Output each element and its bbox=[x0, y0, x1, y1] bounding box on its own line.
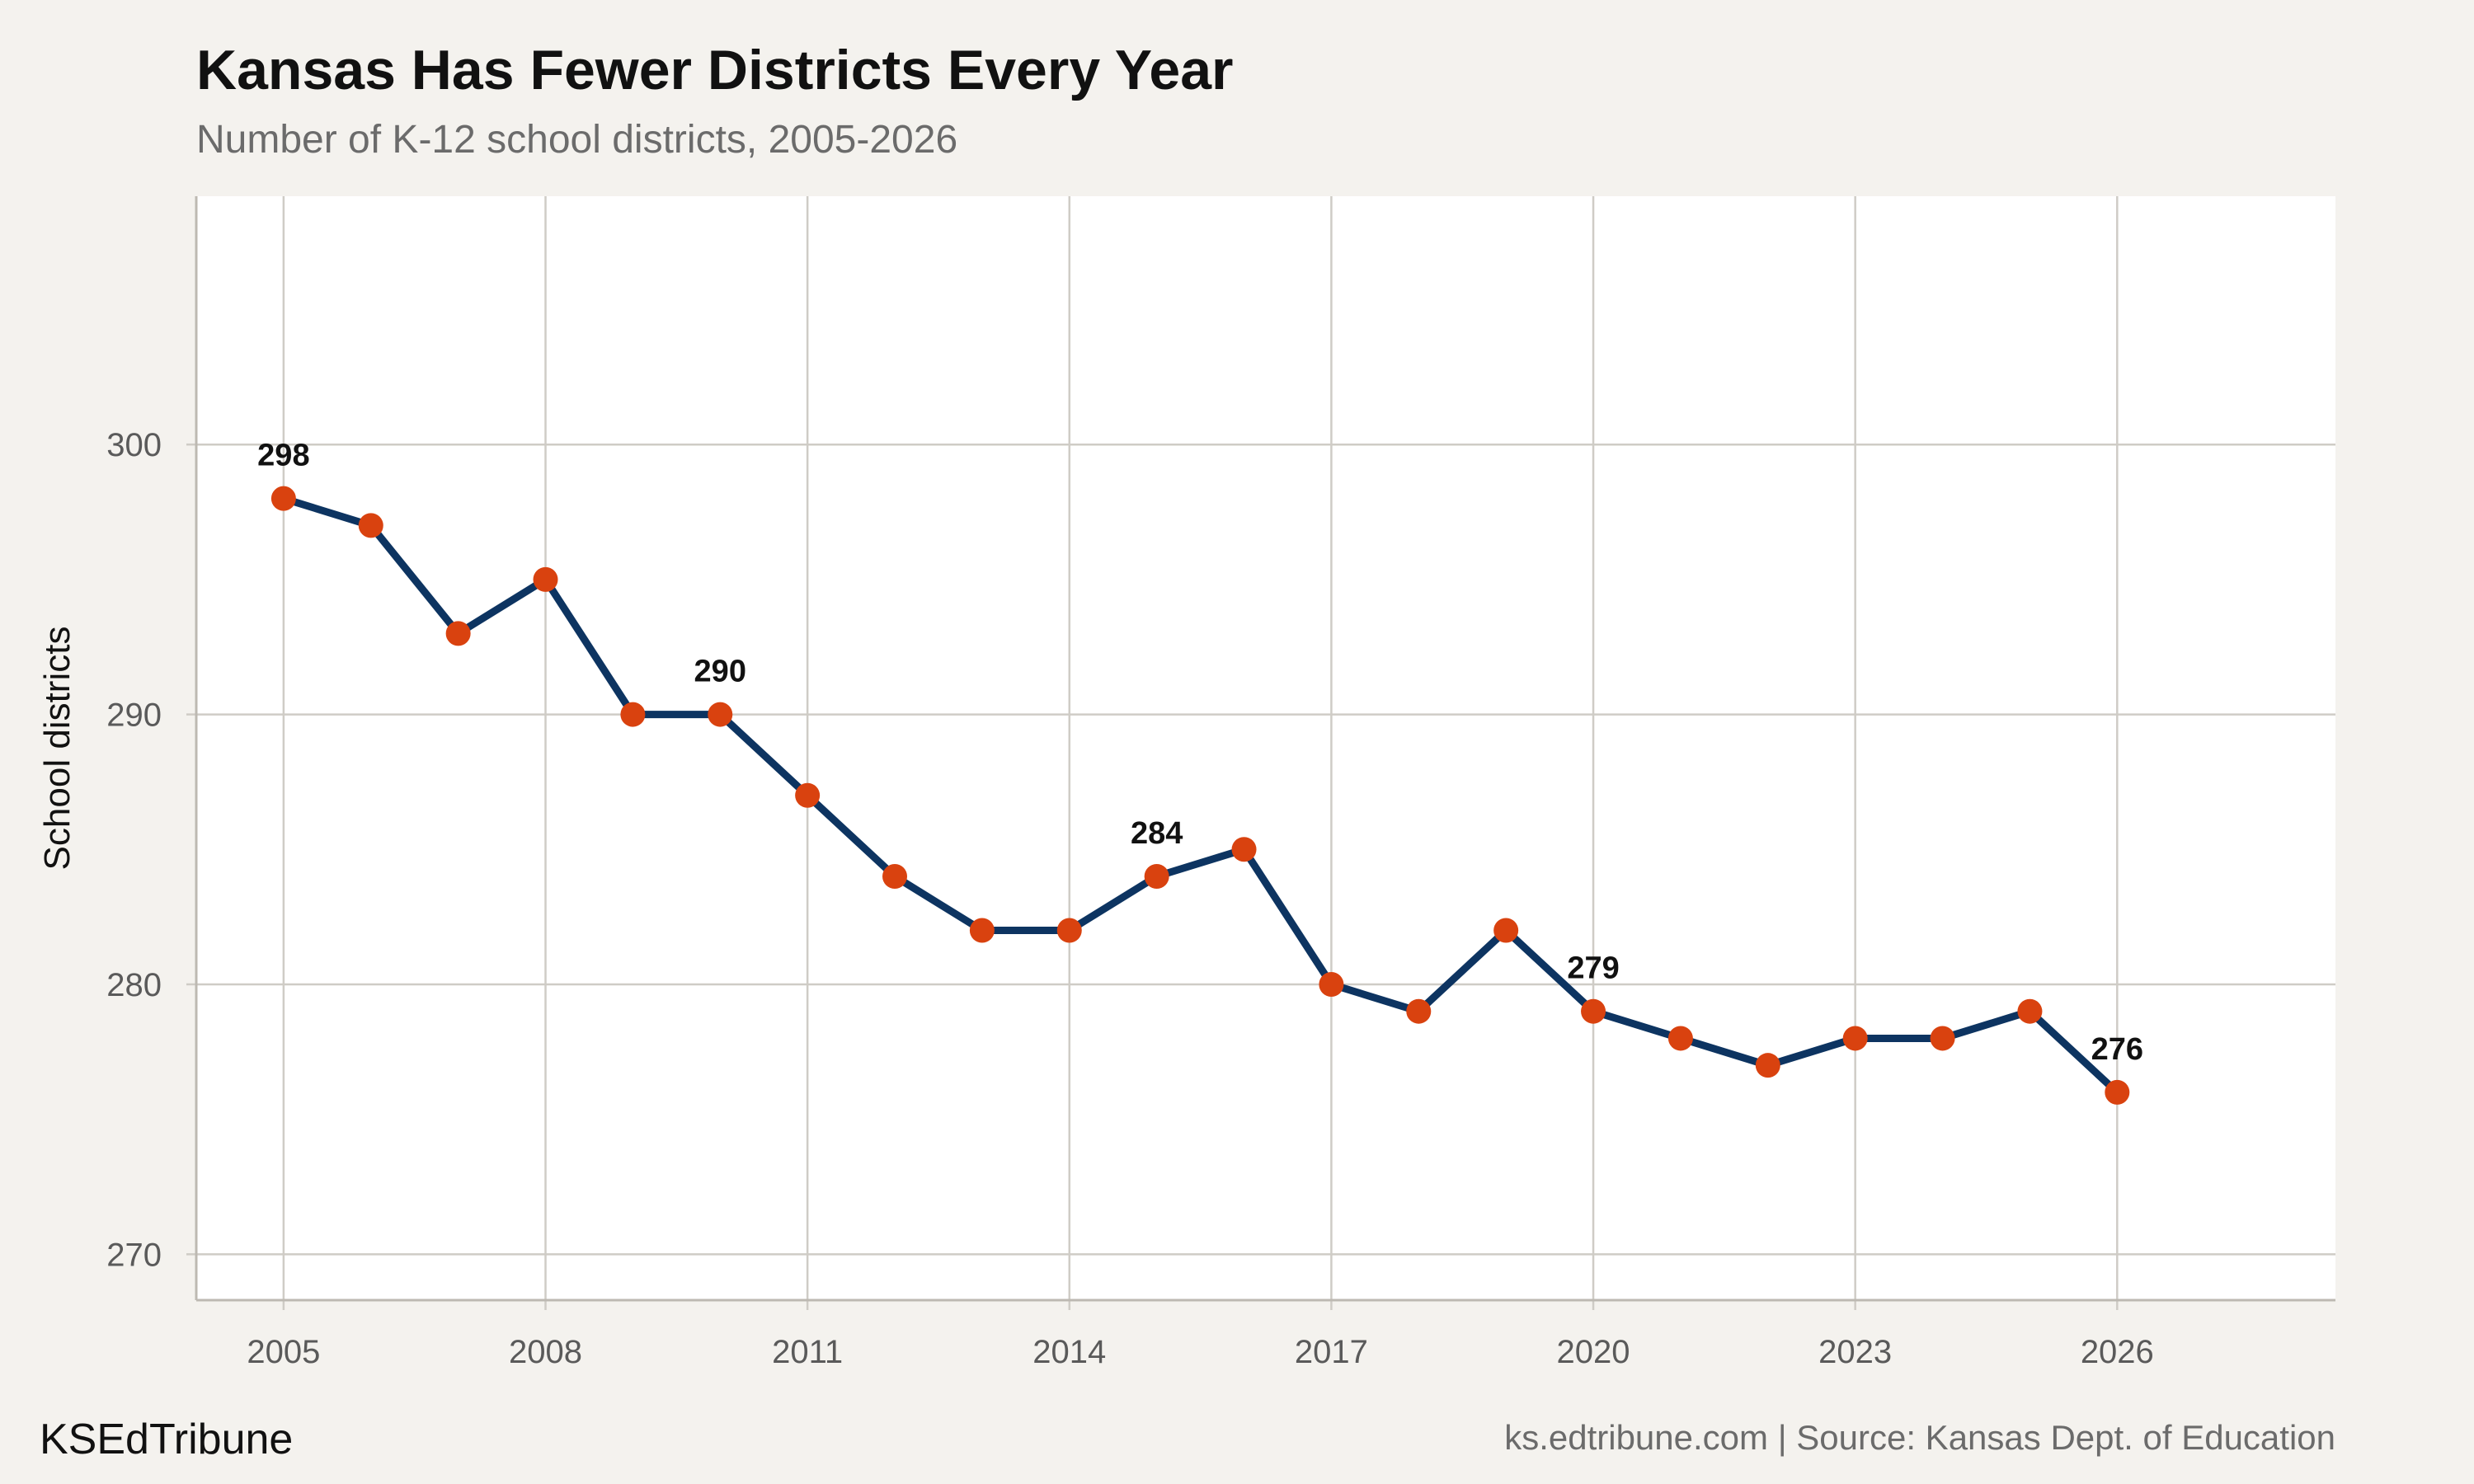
x-tick-label-2008: 2008 bbox=[509, 1334, 582, 1370]
data-point-2008 bbox=[533, 566, 558, 592]
data-point-2019 bbox=[1493, 918, 1519, 943]
x-tick-label-2020: 2020 bbox=[1557, 1334, 1630, 1370]
x-tick-labels: 2005 2008 2011 2014 2017 2020 2023 2026 bbox=[247, 1334, 2153, 1370]
y-tick-label-280: 280 bbox=[106, 967, 162, 1003]
axis-lines bbox=[195, 196, 2335, 1302]
y-tick-label-300: 300 bbox=[106, 427, 162, 463]
data-label-2015: 284 bbox=[1131, 816, 1183, 851]
x-tick-label-2023: 2023 bbox=[1818, 1334, 1892, 1370]
data-point-2021 bbox=[1667, 1026, 1693, 1051]
data-label-2010: 290 bbox=[694, 655, 746, 689]
data-point-2012 bbox=[882, 864, 908, 890]
x-tick-label-2014: 2014 bbox=[1032, 1334, 1106, 1370]
data-point-2015 bbox=[1144, 864, 1169, 890]
data-point-2024 bbox=[1930, 1026, 1955, 1051]
chart-title: Kansas Has Fewer Districts Every Year bbox=[196, 39, 1234, 101]
y-axis-title: School districts bbox=[37, 627, 78, 871]
data-point-2016 bbox=[1231, 837, 1257, 862]
data-point-2020 bbox=[1581, 998, 1606, 1024]
series-line-0 bbox=[280, 495, 2121, 1097]
y-tick-label-270: 270 bbox=[106, 1237, 162, 1273]
y-tick-labels: 270 280 290 300 bbox=[106, 427, 162, 1273]
brand-logo-text: KSEdTribune bbox=[40, 1416, 294, 1463]
data-label-2026: 276 bbox=[2091, 1032, 2143, 1067]
series-group bbox=[270, 486, 2130, 1105]
data-point-2014 bbox=[1056, 918, 1082, 943]
data-point-2025 bbox=[2017, 998, 2043, 1024]
data-labels: 298 290 284 279 276 bbox=[257, 439, 2143, 1067]
x-tick-label-2017: 2017 bbox=[1295, 1334, 1368, 1370]
data-label-2020: 279 bbox=[1567, 951, 1619, 986]
y-tick-label-290: 290 bbox=[106, 697, 162, 734]
data-point-2007 bbox=[445, 621, 471, 646]
data-point-2013 bbox=[969, 918, 995, 943]
vertical-gridlines bbox=[282, 196, 2119, 1310]
data-point-2022 bbox=[1755, 1053, 1780, 1078]
data-point-2023 bbox=[1842, 1026, 1868, 1051]
plot-panel bbox=[196, 196, 2335, 1300]
chart-subtitle: Number of K-12 school districts, 2005-20… bbox=[196, 118, 958, 162]
source-note: ks.edtribune.com | Source: Kansas Dept. … bbox=[1504, 1418, 2335, 1457]
data-point-2026 bbox=[2105, 1079, 2130, 1105]
x-tick-label-2026: 2026 bbox=[2081, 1334, 2154, 1370]
data-point-2017 bbox=[1319, 971, 1344, 997]
x-tick-label-2005: 2005 bbox=[247, 1334, 320, 1370]
data-point-2009 bbox=[620, 702, 646, 727]
horizontal-gridlines bbox=[186, 443, 2335, 1256]
x-tick-label-2011: 2011 bbox=[772, 1334, 843, 1370]
data-point-2010 bbox=[708, 702, 733, 727]
data-point-2005 bbox=[270, 486, 296, 511]
data-point-2018 bbox=[1406, 998, 1432, 1024]
data-point-2006 bbox=[358, 513, 383, 538]
data-point-2011 bbox=[795, 782, 821, 808]
data-label-2005: 298 bbox=[257, 439, 309, 473]
